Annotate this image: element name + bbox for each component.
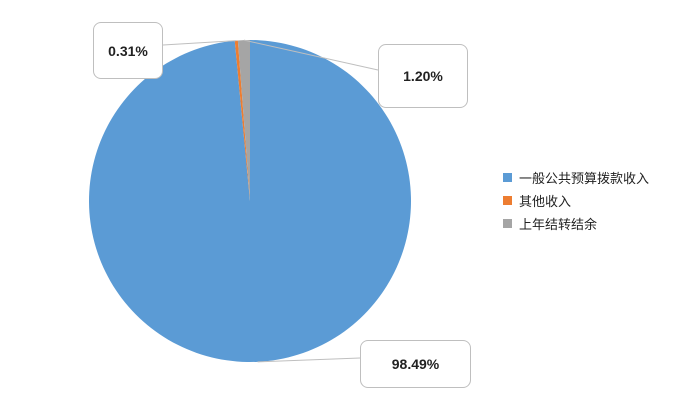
leader-line-1 [162, 40, 237, 46]
legend: 一般公共预算拨款收入 其他收入 上年结转结余 [503, 166, 649, 235]
data-label-general-budget: 98.49% [360, 340, 471, 388]
pie-slice-0 [88, 40, 411, 362]
legend-swatch [503, 196, 512, 205]
legend-label: 一般公共预算拨款收入 [519, 172, 650, 187]
legend-item-general-budget: 一般公共预算拨款收入 [503, 166, 649, 189]
legend-swatch [503, 219, 512, 228]
pie-slice-2 [237, 40, 250, 201]
data-label-carryover: 1.20% [378, 44, 468, 108]
leader-line-0 [257, 357, 361, 363]
legend-item-carryover: 上年结转结余 [503, 212, 649, 235]
legend-swatch [503, 173, 512, 182]
legend-item-other-income: 其他收入 [503, 189, 649, 212]
legend-label: 其他收入 [519, 195, 572, 210]
data-label-other-income: 0.31% [93, 22, 163, 79]
leader-line-2 [243, 39, 379, 71]
pie-slice-1 [234, 40, 250, 202]
legend-label: 上年结转结余 [519, 218, 598, 233]
